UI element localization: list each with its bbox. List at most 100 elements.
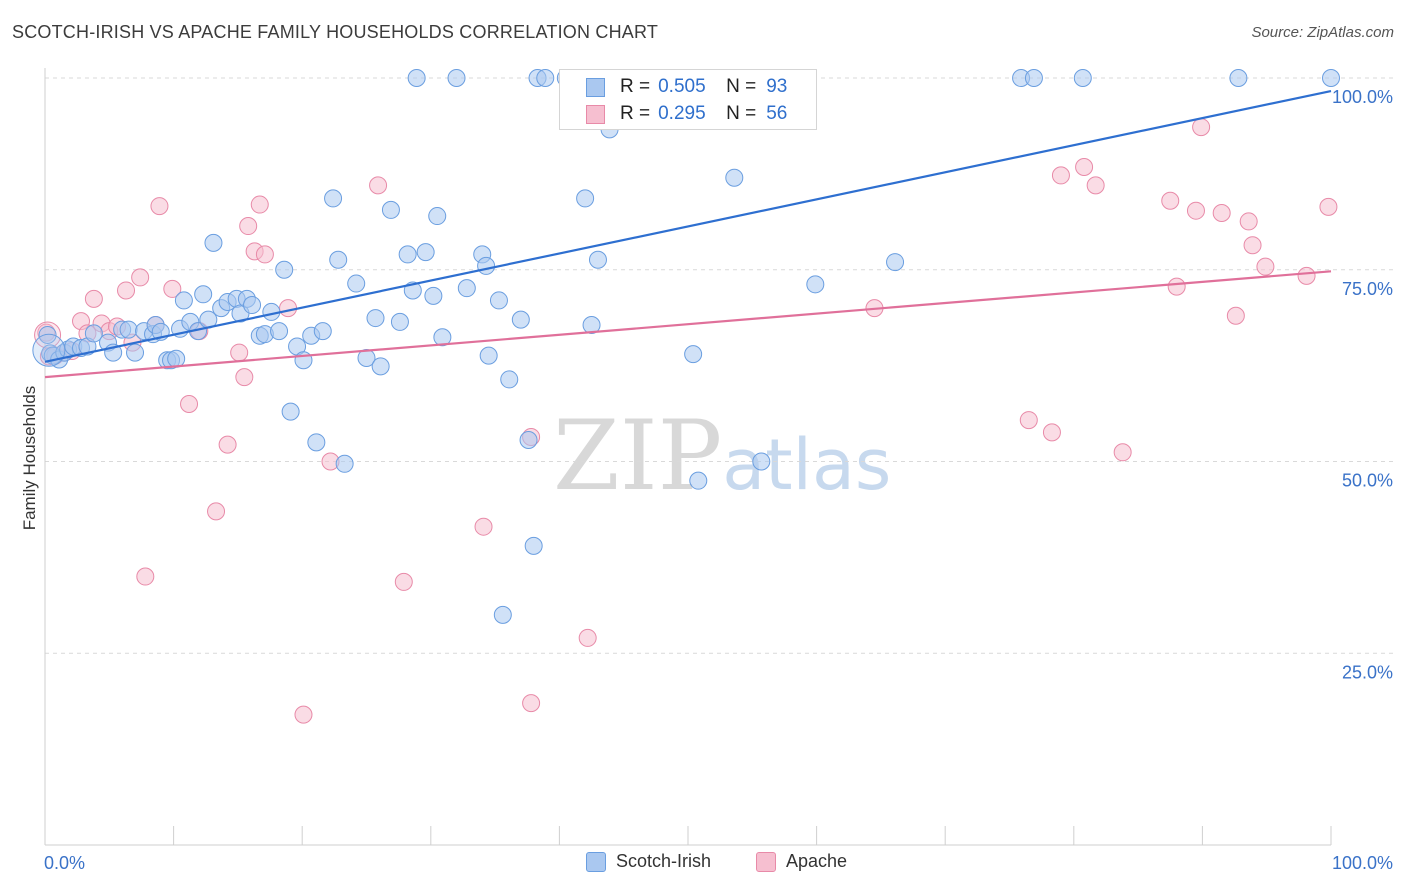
watermark-zip: ZIP	[553, 400, 723, 512]
apache-point	[1019, 411, 1038, 430]
scotch-irish-point	[886, 253, 905, 272]
apache-point	[163, 279, 182, 298]
apache-point	[1297, 266, 1316, 285]
scotch-irish-point	[167, 349, 186, 368]
scotch-irish-point	[84, 324, 103, 343]
scotch-irish-point	[1322, 69, 1340, 87]
apache-point	[255, 245, 274, 264]
apache-point	[1212, 203, 1231, 222]
apache-point	[131, 268, 150, 287]
scotch-irish-point	[371, 357, 390, 376]
scotch-irish-point	[519, 431, 538, 450]
scotch-irish-point	[174, 291, 193, 310]
scotch-irish-legend-swatch	[586, 851, 606, 872]
scotch-irish-point	[381, 200, 400, 219]
gridlines	[45, 77, 1393, 654]
y-tick-label: 100.0%	[1332, 87, 1393, 107]
scotch-irish-point	[524, 536, 543, 555]
apache-point	[474, 517, 493, 536]
scotch-irish-point	[329, 250, 348, 269]
apache-point	[1239, 212, 1258, 231]
legend-scotch-irish: Scotch-Irish	[586, 851, 711, 872]
r-value: 0.505	[658, 76, 706, 97]
legend-apache: Apache	[756, 851, 847, 872]
scotch-irish-point	[479, 346, 498, 365]
n-label: N =	[726, 103, 757, 124]
scotch-irish-point	[38, 325, 57, 344]
scotch-irish-point	[243, 296, 262, 315]
legend-label: Scotch-Irish	[616, 851, 712, 871]
apache-point	[117, 281, 136, 300]
apache-point	[1243, 236, 1262, 255]
apache-point	[1042, 423, 1061, 442]
y-tick-label: 75.0%	[1342, 279, 1393, 299]
scotch-irish-point	[1024, 69, 1043, 87]
apache-point	[136, 567, 155, 586]
stats-row-scotch-irish: R = 0.505 N = 93	[586, 75, 787, 99]
apache-point	[578, 628, 597, 647]
scotch-irish-point	[684, 345, 703, 364]
apache-legend-swatch	[756, 851, 776, 872]
apache-point	[250, 195, 269, 214]
scotch-irish-points	[32, 69, 1340, 624]
apache-point	[239, 217, 258, 236]
scotch-irish-point	[457, 279, 476, 298]
apache-point	[180, 394, 199, 413]
scotch-irish-point	[582, 315, 601, 334]
scotch-irish-point	[588, 250, 607, 269]
scotch-irish-point	[275, 260, 294, 279]
apache-point	[84, 289, 103, 308]
scotch-irish-point	[204, 233, 223, 252]
scotch-irish-point	[428, 207, 447, 226]
apache-trend-line	[44, 270, 1332, 379]
scotch-irish-point	[416, 243, 435, 262]
scotch-irish-trend-line	[44, 89, 1332, 363]
scotch-irish-point	[347, 274, 366, 293]
zipatlas-watermark: ZIPatlas	[553, 400, 891, 512]
n-label: N =	[726, 76, 757, 97]
scotch-irish-point	[194, 285, 213, 304]
x-tick-label: 0.0%	[44, 853, 85, 873]
chart-title: SCOTCH-IRISH VS APACHE FAMILY HOUSEHOLDS…	[12, 22, 659, 42]
apache-point	[1161, 191, 1180, 210]
scotch-irish-point	[313, 322, 332, 341]
scotch-irish-point	[307, 433, 326, 452]
scotch-irish-point	[424, 286, 443, 305]
apache-point	[1319, 197, 1338, 216]
scotch-irish-point	[536, 69, 555, 87]
scotch-irish-point	[576, 189, 595, 208]
apache-point	[230, 343, 249, 362]
legend-label: Apache	[786, 851, 848, 871]
apache-point	[235, 368, 254, 387]
apache-point	[150, 197, 169, 216]
scotch-irish-point	[477, 256, 496, 275]
apache-point	[1192, 118, 1211, 137]
scotch-irish-point	[511, 310, 530, 329]
apache-swatch	[586, 104, 605, 124]
scotch-irish-point	[489, 291, 508, 310]
r-label: R =	[620, 76, 651, 97]
apache-point	[1051, 166, 1070, 185]
y-tick-label: 50.0%	[1342, 471, 1393, 491]
apache-point	[1113, 443, 1132, 462]
apache-point	[1075, 157, 1094, 176]
scotch-irish-point	[752, 452, 771, 471]
watermark-atlas: atlas	[722, 424, 892, 506]
scotch-irish-point	[335, 454, 354, 473]
apache-point	[1167, 277, 1186, 296]
scotch-irish-point	[689, 471, 708, 490]
stats-row-apache: R = 0.295 N = 56	[586, 102, 787, 126]
scotch-irish-point	[270, 322, 289, 341]
apache-point	[522, 694, 541, 713]
apache-point	[394, 572, 413, 591]
apache-point	[207, 502, 226, 521]
tick-labels: 25.0% 50.0% 75.0% 100.0% 0.0% 100.0%	[44, 87, 1393, 873]
trend-lines	[44, 89, 1332, 379]
apache-point	[1226, 306, 1245, 325]
scotch-irish-point	[398, 245, 417, 264]
scotch-irish-point	[500, 370, 519, 389]
scotch-irish-point	[126, 343, 145, 362]
n-value: 93	[766, 76, 788, 97]
r-value: 0.295	[658, 103, 706, 124]
apache-point	[1086, 176, 1105, 195]
